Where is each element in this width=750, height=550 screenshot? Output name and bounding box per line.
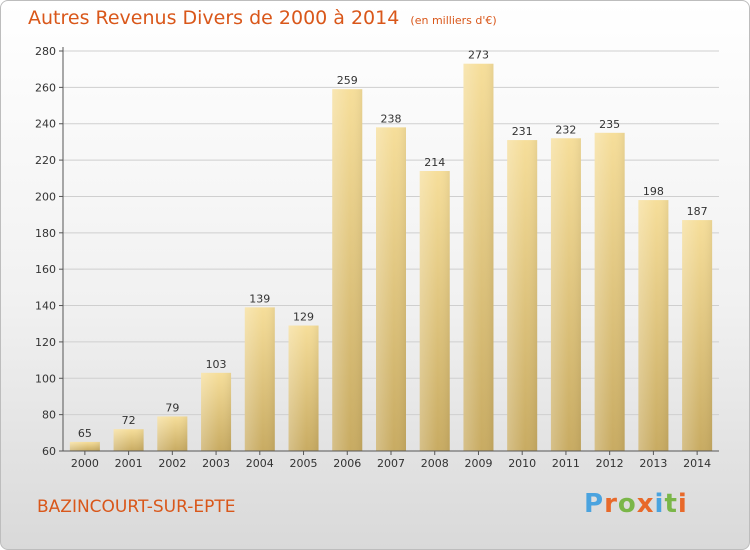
bar-value-label: 72 — [122, 414, 136, 427]
logo-letter: t — [664, 489, 678, 519]
bar-2000[interactable] — [69, 441, 100, 451]
y-tick-label: 260 — [35, 81, 56, 94]
x-tick-label: 2002 — [158, 457, 186, 470]
y-tick-label: 200 — [35, 190, 56, 203]
bar-shade — [550, 138, 581, 452]
logo-letter: r — [604, 489, 618, 519]
bar-value-label: 129 — [293, 311, 314, 324]
x-tick-label: 2012 — [596, 457, 624, 470]
x-tick-label: 2009 — [464, 457, 492, 470]
bar-2005[interactable] — [288, 325, 319, 451]
x-tick-label: 2000 — [71, 457, 99, 470]
bar-value-label: 273 — [468, 49, 489, 62]
x-tick-label: 2006 — [333, 457, 361, 470]
bar-2004[interactable] — [244, 307, 275, 451]
bar-shade — [288, 325, 319, 451]
y-tick-label: 140 — [35, 300, 56, 313]
x-tick-label: 2010 — [508, 457, 536, 470]
bar-shade — [376, 127, 406, 451]
y-tick-label: 180 — [35, 227, 56, 240]
y-tick-label: 240 — [35, 118, 56, 131]
bar-value-label: 232 — [555, 123, 576, 136]
logo-letter: o — [617, 489, 637, 519]
bar-shade — [113, 429, 144, 451]
bar-shade — [594, 132, 625, 451]
bar-value-label: 231 — [512, 125, 533, 138]
x-tick-label: 2004 — [246, 457, 274, 470]
bar-value-label: 187 — [687, 205, 708, 218]
bar-2009[interactable] — [463, 63, 494, 452]
bar-shade — [157, 416, 188, 451]
x-tick-label: 2005 — [290, 457, 318, 470]
bar-value-label: 103 — [206, 358, 227, 371]
proxiti-logo[interactable]: Proxiti — [584, 489, 688, 519]
bar-shade — [69, 441, 100, 451]
bar-2014[interactable] — [682, 220, 713, 451]
town-name: BAZINCOURT-SUR-EPTE — [37, 497, 236, 517]
bar-shade — [463, 63, 494, 452]
y-tick-label: 220 — [35, 154, 56, 167]
bar-2012[interactable] — [594, 132, 625, 451]
y-tick-label: 100 — [35, 372, 56, 385]
bar-2013[interactable] — [638, 200, 669, 451]
x-tick-label: 2013 — [639, 457, 667, 470]
x-tick-label: 2008 — [421, 457, 449, 470]
x-tick-label: 2014 — [683, 457, 711, 470]
bar-2010[interactable] — [507, 140, 538, 451]
logo-letter: P — [584, 489, 605, 519]
bar-2007[interactable] — [376, 127, 406, 451]
bar-2003[interactable] — [201, 372, 232, 451]
logo-letter: i — [677, 489, 688, 519]
chart-title: Autres Revenus Divers de 2000 à 2014 — [28, 7, 400, 29]
bar-2002[interactable] — [157, 416, 188, 451]
logo-letter: i — [654, 489, 665, 519]
x-tick-label: 2003 — [202, 457, 230, 470]
bar-value-label: 214 — [424, 156, 445, 169]
bar-shade — [682, 220, 713, 451]
bar-value-label: 79 — [165, 401, 179, 414]
bar-2001[interactable] — [113, 429, 144, 451]
chart-title-block: Autres Revenus Divers de 2000 à 2014 (en… — [28, 7, 497, 29]
bar-value-label: 65 — [78, 427, 92, 440]
y-tick-label: 280 — [35, 45, 56, 58]
bar-shade — [244, 307, 275, 451]
bar-shade — [507, 140, 538, 451]
x-tick-label: 2001 — [115, 457, 143, 470]
bar-2011[interactable] — [550, 138, 581, 452]
x-tick-label: 2011 — [552, 457, 580, 470]
logo-letter: x — [636, 489, 655, 519]
y-tick-label: 160 — [35, 263, 56, 276]
bar-shade — [638, 200, 669, 451]
bar-shade — [419, 171, 450, 451]
y-tick-label: 60 — [42, 445, 56, 458]
y-tick-label: 120 — [35, 336, 56, 349]
bar-value-label: 259 — [337, 74, 358, 87]
bar-2008[interactable] — [419, 171, 450, 451]
bar-shade — [201, 372, 232, 451]
bar-shade — [332, 89, 363, 451]
bar-value-label: 198 — [643, 185, 664, 198]
bar-2006[interactable] — [332, 89, 363, 451]
bar-value-label: 235 — [599, 118, 620, 131]
bar-value-label: 238 — [381, 112, 402, 125]
x-tick-label: 2007 — [377, 457, 405, 470]
bar-value-label: 139 — [249, 292, 270, 305]
y-tick-label: 80 — [42, 409, 56, 422]
chart-unit-note: (en milliers d'€) — [410, 14, 497, 27]
